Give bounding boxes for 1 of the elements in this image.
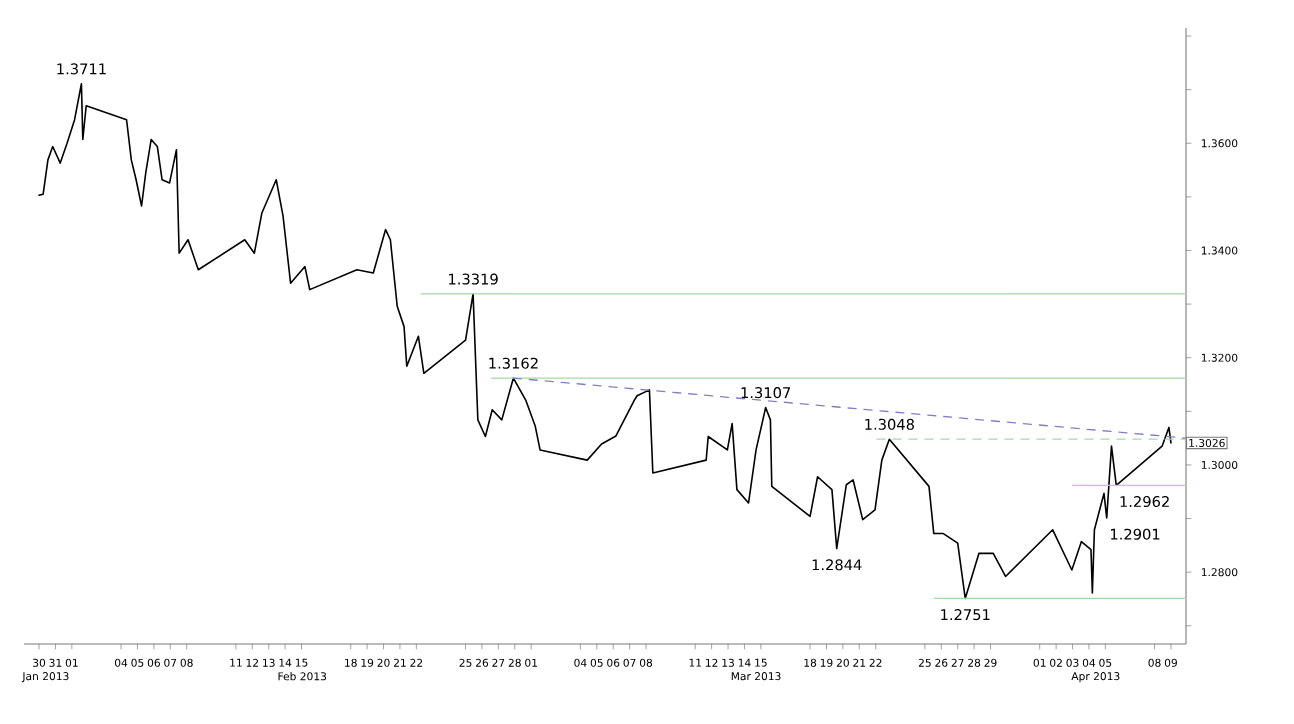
line-series: [38, 82, 1172, 600]
